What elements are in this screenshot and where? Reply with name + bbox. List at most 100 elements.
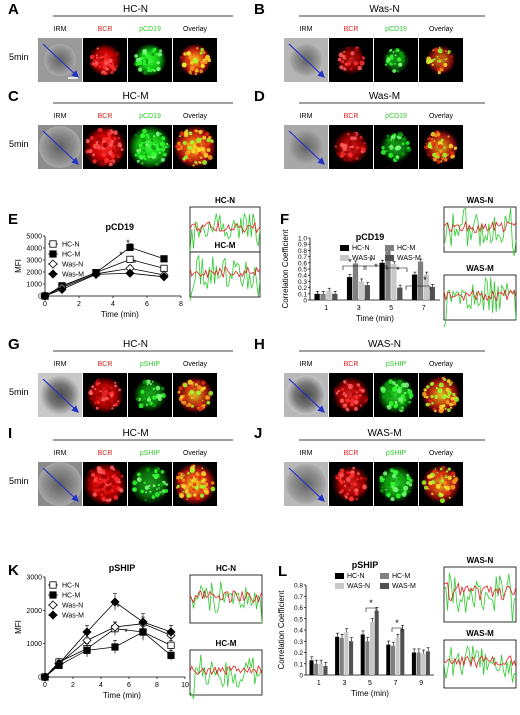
speckle bbox=[159, 132, 162, 135]
speckle bbox=[112, 158, 115, 161]
speckle bbox=[166, 144, 170, 148]
speckle bbox=[107, 63, 112, 67]
bar bbox=[352, 263, 359, 300]
speckle bbox=[106, 131, 112, 137]
speckle bbox=[142, 59, 147, 63]
speckle bbox=[135, 134, 138, 137]
speckle bbox=[156, 67, 161, 71]
speckle bbox=[192, 482, 197, 487]
speckle bbox=[113, 137, 117, 141]
speckle bbox=[104, 404, 110, 410]
speckle bbox=[437, 60, 439, 63]
speckle bbox=[156, 61, 160, 65]
speckle bbox=[438, 388, 443, 393]
speckle bbox=[441, 471, 447, 476]
speckle bbox=[441, 157, 444, 160]
speckle bbox=[442, 380, 444, 383]
speckle bbox=[178, 386, 183, 391]
speckle bbox=[199, 493, 205, 498]
panel-j: J WAS-M IRM BCR pSHIP Overlay bbox=[254, 425, 485, 506]
profile-title: HC-N bbox=[215, 196, 235, 205]
speckle bbox=[408, 478, 413, 483]
speckle bbox=[355, 55, 361, 61]
speckle bbox=[427, 59, 432, 64]
col-label: Overlay bbox=[183, 26, 208, 33]
speckle bbox=[335, 392, 339, 395]
speckle bbox=[159, 491, 162, 494]
profile-red-trace bbox=[189, 265, 261, 279]
profile-title: HC-M bbox=[216, 639, 237, 648]
speckle bbox=[191, 488, 196, 492]
speckle bbox=[447, 475, 452, 480]
speckle bbox=[156, 133, 160, 137]
speckle bbox=[395, 146, 398, 149]
speckle bbox=[201, 399, 204, 402]
legend-label: WAS-M bbox=[392, 583, 416, 590]
speckle bbox=[92, 474, 95, 477]
speckle bbox=[341, 151, 344, 154]
y-tick-label: 0 bbox=[38, 675, 42, 682]
speckle bbox=[92, 492, 97, 497]
speckle bbox=[147, 135, 151, 139]
panel-letter: A bbox=[8, 1, 19, 18]
line-scan-arrow bbox=[42, 378, 79, 413]
speckle bbox=[187, 379, 193, 385]
speckle bbox=[98, 494, 101, 498]
speckle bbox=[348, 471, 351, 474]
speckle bbox=[154, 474, 158, 479]
speckle bbox=[390, 60, 395, 64]
speckle bbox=[438, 492, 443, 498]
speckle bbox=[196, 390, 201, 396]
speckle bbox=[158, 487, 160, 489]
col-label: IRM bbox=[54, 361, 67, 368]
speckle bbox=[408, 483, 413, 487]
speckle bbox=[187, 402, 192, 407]
legend-label: Was-N bbox=[62, 603, 83, 610]
speckle bbox=[406, 473, 409, 477]
speckle bbox=[380, 488, 384, 493]
speckle bbox=[152, 135, 155, 138]
data-point bbox=[48, 259, 58, 269]
x-tick-label: 0 bbox=[43, 301, 47, 308]
bar bbox=[416, 652, 421, 675]
x-tick-label: 0 bbox=[43, 682, 47, 689]
bar bbox=[374, 610, 379, 675]
speckle bbox=[147, 396, 151, 399]
speckle bbox=[206, 148, 211, 152]
speckle bbox=[364, 396, 369, 401]
speckle bbox=[136, 136, 139, 139]
speckle bbox=[185, 59, 191, 64]
y-tick-label: 0.2 bbox=[294, 650, 303, 657]
bar bbox=[349, 641, 354, 675]
speckle bbox=[336, 152, 341, 157]
speckle bbox=[186, 493, 191, 498]
speckle bbox=[197, 407, 202, 412]
col-label: BCR bbox=[98, 361, 113, 368]
speckle bbox=[100, 493, 104, 496]
speckle bbox=[424, 145, 428, 150]
speckle bbox=[108, 473, 112, 477]
speckle bbox=[159, 141, 165, 147]
y-tick-label: 0.9 bbox=[298, 242, 307, 249]
data-point bbox=[110, 597, 120, 607]
panel-a: A HC-N 5min IRM BCR pCD19 Overlay bbox=[8, 1, 233, 82]
speckle bbox=[197, 476, 203, 481]
time-label: 5min bbox=[9, 387, 29, 397]
speckle bbox=[149, 157, 152, 161]
speckle bbox=[157, 397, 162, 401]
speckle bbox=[349, 401, 355, 407]
bar bbox=[390, 645, 395, 675]
speckle bbox=[96, 394, 99, 397]
y-tick-label: 0.5 bbox=[294, 616, 303, 623]
speckle bbox=[152, 494, 155, 497]
speckle bbox=[87, 487, 91, 491]
speckle bbox=[183, 52, 187, 56]
speckle bbox=[388, 379, 393, 384]
speckle bbox=[353, 406, 358, 411]
speckle bbox=[160, 470, 165, 474]
speckle bbox=[136, 159, 140, 163]
y-axis-label: MFI bbox=[14, 620, 23, 634]
speckle bbox=[380, 149, 386, 155]
y-tick-label: 0 bbox=[299, 673, 303, 680]
speckle bbox=[114, 52, 120, 57]
